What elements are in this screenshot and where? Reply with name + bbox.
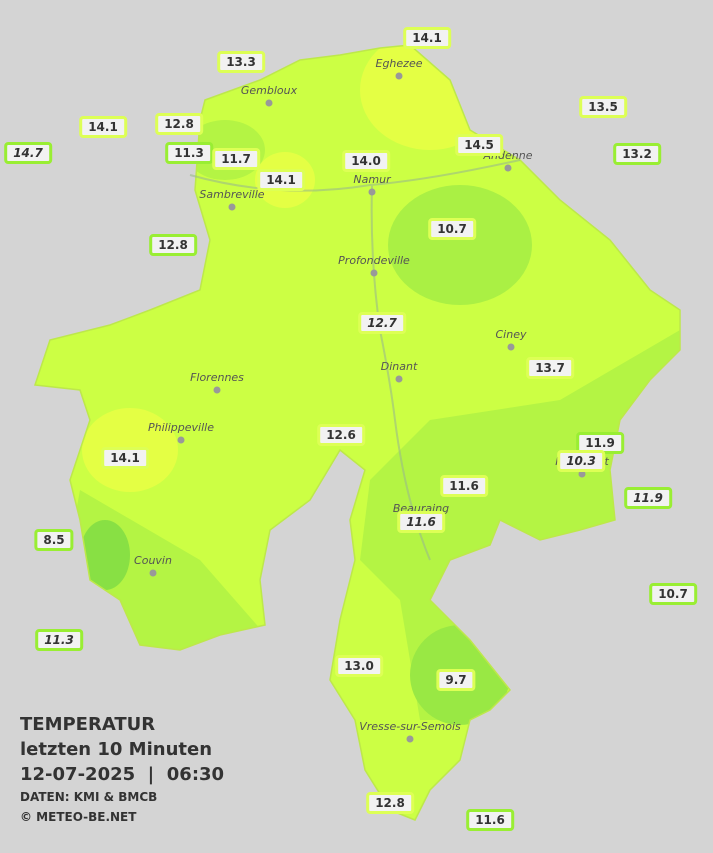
station-temperature: 12.8 <box>155 113 203 135</box>
city-label: Sambreville <box>199 188 264 201</box>
city-label: Gembloux <box>241 84 298 97</box>
city-dot <box>149 569 157 577</box>
city-dot <box>507 343 515 351</box>
station-temperature: 8.5 <box>34 529 74 551</box>
river <box>189 159 521 561</box>
station-temperature: 11.9 <box>624 487 672 509</box>
city-dot <box>406 735 414 743</box>
city-label: Couvin <box>134 554 172 567</box>
station-temperature: 11.7 <box>212 148 260 170</box>
station-temperature: 12.7 <box>358 312 406 334</box>
station-temperature: 14.7 <box>4 142 52 164</box>
station-temperature: 11.6 <box>397 511 445 533</box>
city-dot <box>578 470 586 478</box>
station-temperature: 11.3 <box>35 629 83 651</box>
station-temperature: 14.5 <box>455 134 503 156</box>
station-temperature: 13.7 <box>526 357 574 379</box>
city-dot <box>213 386 221 394</box>
station-temperature: 13.2 <box>613 143 661 165</box>
city-label: Namur <box>353 173 392 186</box>
station-temperature: 11.3 <box>165 142 213 164</box>
city-dot <box>395 375 403 383</box>
station-temperature: 11.6 <box>466 809 514 831</box>
city-label: Eghezee <box>376 57 423 70</box>
station-temperature: 13.3 <box>217 51 265 73</box>
city-dot <box>177 436 185 444</box>
city-label: Profondeville <box>338 254 410 267</box>
station-temperature: 12.6 <box>317 424 365 446</box>
city-dot <box>368 188 376 196</box>
station-temperature: 10.7 <box>428 218 476 240</box>
station-temperature: 14.1 <box>257 169 305 191</box>
station-temperature: 14.1 <box>403 27 451 49</box>
station-temperature: 12.8 <box>149 234 197 256</box>
station-temperature: 14.0 <box>342 150 390 172</box>
city-label: Philippeville <box>148 421 214 434</box>
city-dot <box>228 203 236 211</box>
legend-copyright: © METEO-BE.NET <box>20 810 137 824</box>
city-dot <box>395 72 403 80</box>
station-temperature: 12.8 <box>366 792 414 814</box>
station-temperature: 10.7 <box>649 583 697 605</box>
station-temperature: 9.7 <box>436 669 476 691</box>
station-temperature: 11.6 <box>440 475 488 497</box>
station-temperature: 13.5 <box>579 96 627 118</box>
legend-source: DATEN: KMI & BMCB <box>20 790 158 804</box>
station-temperature: 14.1 <box>79 116 127 138</box>
city-label: Dinant <box>381 360 418 373</box>
city-dot <box>265 99 273 107</box>
city-label: Vresse-sur-Semois <box>359 720 461 733</box>
city-label: Ciney <box>496 328 527 341</box>
legend: TEMPERATUR letzten 10 Minuten 12-07-2025… <box>20 712 224 827</box>
station-temperature: 10.3 <box>557 450 605 472</box>
station-temperature: 14.1 <box>101 447 149 469</box>
city-dot <box>370 269 378 277</box>
legend-datetime: 12-07-2025 | 06:30 <box>20 764 225 785</box>
legend-title: TEMPERATUR <box>20 714 156 735</box>
city-dot <box>504 164 512 172</box>
station-temperature: 13.0 <box>335 655 383 677</box>
legend-period: letzten 10 Minuten <box>20 739 213 760</box>
city-label: Florennes <box>190 371 244 384</box>
